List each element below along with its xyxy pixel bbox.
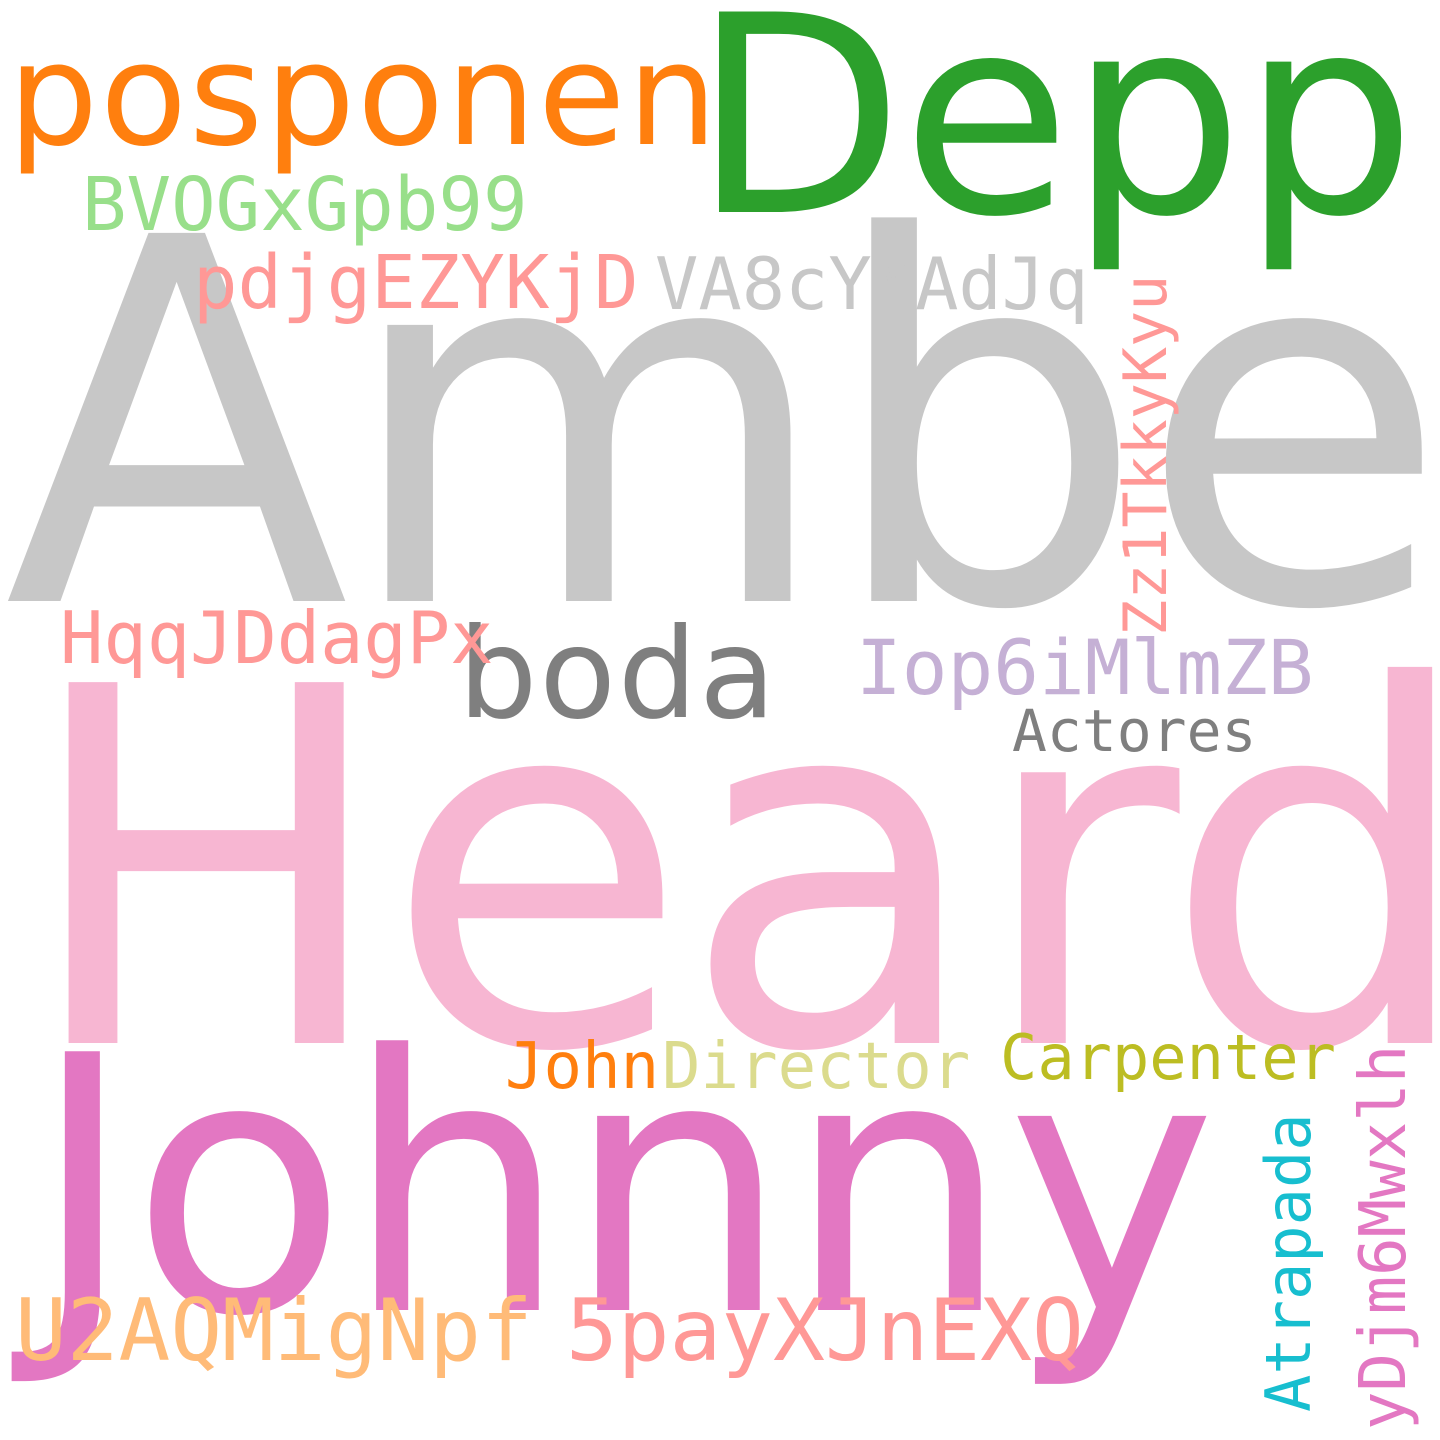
word-johnny: Johnny — [30, 980, 1217, 1394]
word-carpenter: Carpenter — [1000, 1021, 1336, 1094]
word-depp: Depp — [692, 0, 1416, 277]
word-amber: Amber — [4, 133, 1440, 721]
word-iop6imlmzb: Iop6iMlmZB — [856, 623, 1314, 712]
word-bvogxgpb99: BVOGxGpb99 — [82, 162, 528, 248]
word-u2aqmignpf: U2AQMigNpf — [15, 1281, 533, 1381]
word-zz1tkkykyu: Zz1TkkyKyu — [1111, 274, 1181, 636]
word-pdjgezykjd: pdjgEZYKjD — [193, 240, 639, 326]
word-actores: Actores — [1012, 697, 1257, 765]
word-heard: Heard — [20, 584, 1440, 1160]
word-boda: boda — [458, 602, 778, 747]
word-va8cymadjq: VA8cYMAdJq — [655, 242, 1089, 326]
word-5payxjnexq: 5payXJnEXQ — [566, 1281, 1084, 1381]
word-ydjm6mwxlh: yDjm6Mwxlh — [1347, 1044, 1421, 1430]
word-posponen: posponen — [8, 13, 720, 178]
word-atrapada: Atrapada — [1252, 1113, 1325, 1412]
word-john: John — [505, 1030, 660, 1104]
word-director: Director — [662, 1030, 971, 1104]
word-hqqjddagpx: HqqJDdagPx — [60, 596, 494, 680]
